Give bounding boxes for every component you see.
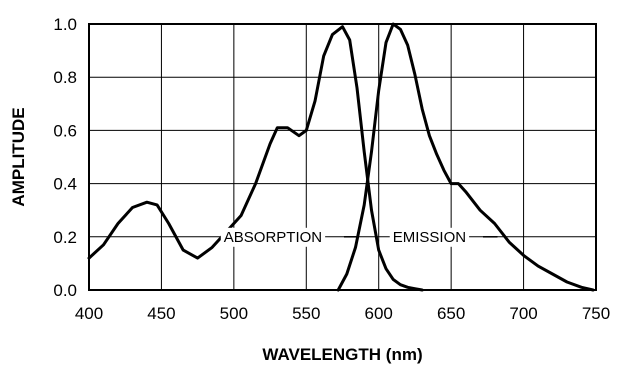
y-tick-label: 0.0 (53, 281, 77, 300)
annotation-background (220, 227, 326, 247)
annotation-emission: EMISSION (393, 229, 466, 246)
x-axis-label: WAVELENGTH (nm) (262, 345, 422, 364)
x-tick-label: 450 (147, 304, 175, 323)
x-tick-label: 650 (437, 304, 465, 323)
series-absorption-line (87, 25, 424, 292)
plot-frame (88, 23, 597, 291)
y-tick-label: 0.2 (53, 228, 77, 247)
annotation-absorption: ABSORPTION (224, 229, 322, 246)
y-axis-label: AMPLITUDE (9, 107, 28, 206)
y-tick-label: 0.4 (53, 175, 77, 194)
series-emission-line (336, 22, 595, 292)
y-tick-labels: 0.0 0.2 0.4 0.6 0.8 1.0 (53, 15, 77, 300)
x-tick-label: 500 (220, 304, 248, 323)
y-tick-label: 0.8 (53, 68, 77, 87)
x-tick-label: 750 (582, 304, 610, 323)
x-tick-label: 550 (292, 304, 320, 323)
y-tick-label: 0.6 (53, 121, 77, 140)
x-tick-label: 400 (75, 304, 103, 323)
annotation-layer: ABSORPTION EMISSION (220, 227, 498, 247)
x-tick-labels: 400 450 500 550 600 650 700 750 (75, 304, 610, 323)
series-layer (87, 22, 595, 292)
annotation-background (389, 227, 470, 247)
x-tick-label: 700 (509, 304, 537, 323)
x-tick-label: 600 (365, 304, 393, 323)
y-tick-label: 1.0 (53, 15, 77, 34)
